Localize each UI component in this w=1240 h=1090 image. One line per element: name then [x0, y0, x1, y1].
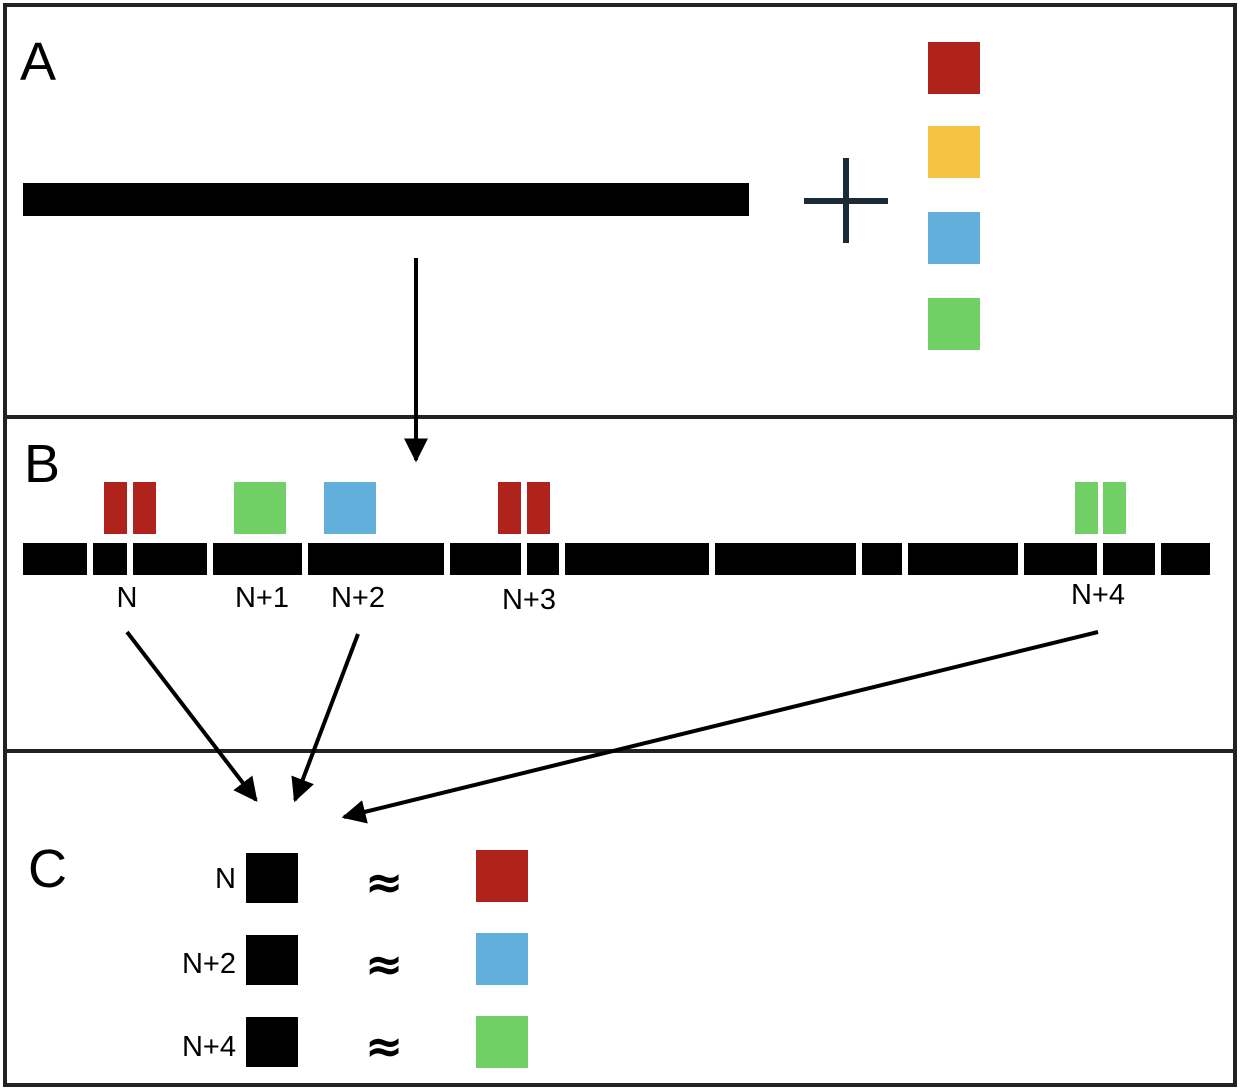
bar-segment — [133, 543, 207, 575]
bar-segment — [93, 543, 127, 575]
approx-symbol-n4: ≈ — [365, 1019, 404, 1073]
bar-segment — [715, 543, 856, 575]
marker-n2 — [324, 482, 376, 534]
bar-segment — [565, 543, 709, 575]
bar-segment — [450, 543, 521, 575]
fragmented-bar — [23, 543, 1210, 575]
bar-segment — [527, 543, 559, 575]
bar-segment — [908, 543, 1018, 575]
plus-icon — [804, 158, 888, 243]
segment-label-n: N — [117, 582, 138, 614]
segment-label-n1: N+1 — [235, 582, 289, 614]
row-label-n2: N+2 — [182, 948, 236, 980]
segment-label-n3: N+3 — [502, 584, 556, 616]
bar-segment — [862, 543, 902, 575]
row-label-n: N — [215, 863, 236, 895]
marker-n-left — [104, 482, 127, 534]
row-n4-color-square — [476, 1016, 528, 1068]
legend-swatch-yellow — [928, 126, 980, 178]
marker-n4-right — [1103, 482, 1126, 534]
legend-swatch-blue — [928, 212, 980, 264]
panel-c-letter: C — [28, 839, 67, 899]
panel-b-frame — [3, 415, 1237, 753]
segment-label-n2: N+2 — [331, 582, 385, 614]
bar-segment — [1024, 543, 1097, 575]
row-n-black-square — [246, 853, 298, 903]
bar-segment — [308, 543, 444, 575]
arrow-n2-to-c — [291, 633, 360, 803]
row-n-color-square — [476, 850, 528, 902]
full-bar — [23, 183, 749, 216]
row-n2-black-square — [246, 935, 298, 985]
segment-label-n4: N+4 — [1071, 579, 1125, 611]
bar-segment — [213, 543, 302, 575]
approx-symbol-n2: ≈ — [365, 937, 404, 991]
marker-n-right — [133, 482, 156, 534]
panel-b-letter: B — [24, 434, 60, 494]
arrow-n-to-c — [125, 630, 258, 802]
marker-n3-right — [527, 482, 550, 534]
row-label-n4: N+4 — [182, 1031, 236, 1063]
marker-n4-left — [1075, 482, 1098, 534]
bar-segment — [23, 543, 87, 575]
legend-swatch-green — [928, 298, 980, 350]
row-n4-black-square — [246, 1017, 298, 1067]
arrow-n4-to-c — [341, 630, 1099, 824]
panel-a-letter: A — [20, 32, 56, 92]
legend-swatch-red — [928, 42, 980, 94]
marker-n3-left — [498, 482, 521, 534]
marker-n1 — [234, 482, 286, 534]
row-n2-color-square — [476, 933, 528, 985]
bar-segment — [1161, 543, 1210, 575]
approx-symbol-n: ≈ — [365, 855, 404, 909]
bar-segment — [1103, 543, 1155, 575]
